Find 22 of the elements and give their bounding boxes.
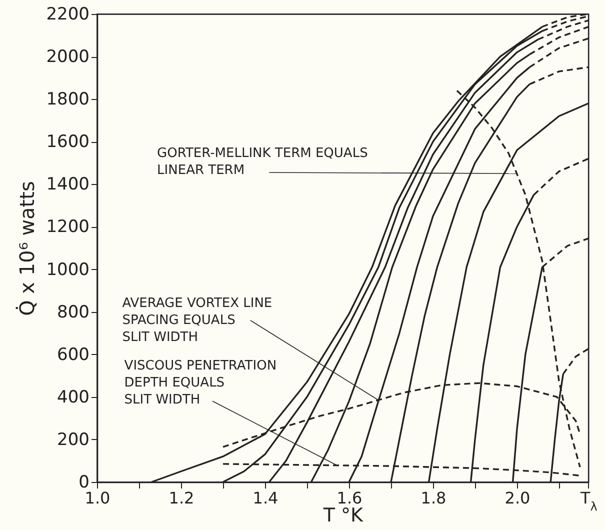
y-tick-label: 600 <box>57 344 90 365</box>
x-tick-label: 1.4 <box>252 488 278 508</box>
x-tick-label: T$_{λ}$ <box>579 488 598 514</box>
x-tick-label: 1.6 <box>336 488 362 508</box>
y-axis-title: Q̇ x 10⁶ watts <box>15 181 40 316</box>
y-tick-label: 1000 <box>46 260 90 280</box>
y-tick-label: 200 <box>57 430 90 450</box>
x-axis-title: T °K <box>322 504 364 526</box>
annotation: GORTER-MELLINK TERM EQUALS LINEAR TERM <box>157 146 368 178</box>
y-tick-label: 1600 <box>46 132 90 152</box>
y-tick-label: 2000 <box>46 47 90 68</box>
annotation: AVERAGE VORTEX LINE SPACING EQUALS SLIT WIDTH <box>122 296 272 345</box>
y-tick-label: 800 <box>57 302 90 322</box>
x-tick-label: 1.8 <box>420 488 446 508</box>
y-tick-label: 1200 <box>46 217 90 238</box>
x-tick-label: 2.0 <box>504 488 530 508</box>
y-tick-label: 1400 <box>46 174 90 195</box>
x-tick-label: 1.2 <box>168 488 194 508</box>
y-tick-label: 400 <box>57 387 90 408</box>
y-tick-label: 1800 <box>46 90 90 110</box>
y-tick-label: 2200 <box>46 4 90 24</box>
annotation: VISCOUS PENETRATION DEPTH EQUALS SLIT WIDTH <box>124 358 277 408</box>
